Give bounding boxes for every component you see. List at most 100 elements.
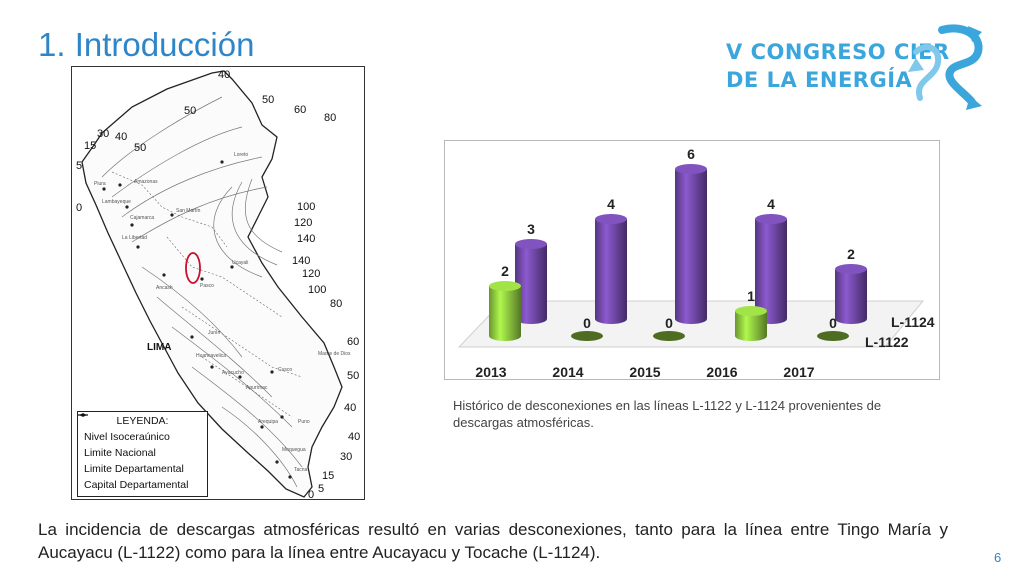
city-label: Puno bbox=[298, 419, 310, 425]
city-label: Cusco bbox=[278, 367, 293, 373]
category-tick-label: 2013 bbox=[475, 364, 506, 380]
isoline-label: 80 bbox=[324, 112, 337, 124]
legend-item: Limite Nacional bbox=[78, 414, 201, 461]
legend-item-label: Limite Departamental bbox=[84, 463, 184, 475]
map-legend: LEYENDA: Nivel Isoceraúnico Limite Nacio… bbox=[77, 411, 208, 497]
series-l1124-bar-top bbox=[755, 214, 787, 224]
isoline-label: 30 bbox=[97, 128, 110, 140]
isoline-label: 60 bbox=[347, 336, 360, 348]
city-label: Cajamarca bbox=[130, 215, 155, 221]
isoline-label: 0 bbox=[76, 202, 83, 214]
isoline-label: 0 bbox=[308, 489, 315, 500]
category-tick-label: 2015 bbox=[629, 364, 660, 380]
city-label: Amazonas bbox=[134, 179, 158, 185]
legend-item: Limite Departamental bbox=[78, 414, 201, 477]
isoline-label: 40 bbox=[344, 402, 357, 414]
city-label: Arequipa bbox=[258, 419, 279, 425]
disconnections-chart: 3 4 6 4 2 2 0 0 1 0 2013 2014 2015 2016 2017 L-1124 L-11… bbox=[444, 140, 940, 380]
isoline-label: 120 bbox=[294, 217, 313, 229]
data-label: 4 bbox=[607, 196, 615, 212]
isoline-label: 50 bbox=[184, 105, 197, 117]
series-l1124-bar bbox=[835, 269, 867, 324]
logo-swirl-icon bbox=[908, 24, 983, 110]
series-l1124-bar-top bbox=[515, 239, 547, 249]
isoline-label: 80 bbox=[330, 298, 343, 310]
series-l1124-bar bbox=[755, 219, 787, 324]
series-l1122-bar bbox=[571, 331, 603, 341]
logo-line2: DE LA ENERGÍA bbox=[726, 68, 913, 92]
isoline-label: 50 bbox=[347, 370, 360, 382]
series-l1124-bar-top bbox=[595, 214, 627, 224]
city-label: Junín bbox=[208, 330, 221, 336]
data-label: 6 bbox=[687, 146, 695, 162]
chart-caption: Histórico de desconexiones en las líneas… bbox=[453, 398, 882, 430]
congress-logo: V CONGRESO CIER DE LA ENERGÍA bbox=[722, 22, 992, 114]
series-l1124-bar bbox=[595, 219, 627, 324]
data-label: 2 bbox=[501, 263, 509, 279]
isoline-label: 5 bbox=[318, 483, 325, 495]
city-label: San Martín bbox=[176, 208, 201, 214]
data-label: 3 bbox=[527, 221, 535, 237]
isoline-label: 40 bbox=[218, 69, 231, 81]
series-l1122-bar-top bbox=[735, 306, 767, 316]
study-area-highlight bbox=[185, 252, 201, 284]
city-label: Ancash bbox=[156, 285, 173, 291]
legend-item-label: Limite Nacional bbox=[84, 447, 156, 459]
city-label: Apurímac bbox=[246, 385, 268, 391]
category-tick-label: 2016 bbox=[706, 364, 737, 380]
lima-label: LIMA bbox=[147, 342, 172, 353]
legend-title: LEYENDA: bbox=[116, 415, 169, 427]
slide-title: 1. Introducción bbox=[38, 26, 255, 63]
city-label: Piura bbox=[94, 181, 106, 187]
series-l1124-bar bbox=[515, 244, 547, 324]
series-l1124-bar-top bbox=[835, 264, 867, 274]
chart-svg: 3 4 6 4 2 2 0 0 1 0 2013 2014 2015 2016 2017 L-1124 L-11… bbox=[457, 146, 935, 380]
dot-icon bbox=[81, 413, 85, 417]
city-label: Huancavelica bbox=[196, 353, 227, 359]
page-number: 6 bbox=[994, 550, 1002, 565]
series-l1122-bar bbox=[735, 311, 767, 341]
legend-item: Capital Departamental bbox=[81, 413, 201, 493]
series-l1122-bar bbox=[489, 286, 521, 341]
isoline-label: 15 bbox=[322, 470, 335, 482]
series-l1124-bar bbox=[675, 169, 707, 324]
isoline-label: 60 bbox=[294, 104, 307, 116]
city-label: Loreto bbox=[234, 152, 249, 158]
isoline-label: 50 bbox=[262, 94, 275, 106]
city-label: Tacna bbox=[294, 467, 308, 473]
isoline-label: 140 bbox=[297, 233, 316, 245]
isoline-label: 140 bbox=[292, 255, 311, 267]
city-label: La Libertad bbox=[122, 235, 148, 241]
isoline-label: 40 bbox=[348, 431, 361, 443]
city-label: Pasco bbox=[200, 283, 214, 289]
isoline-label: 30 bbox=[340, 451, 353, 463]
series-l1122-bar bbox=[653, 331, 685, 341]
isoline-label: 15 bbox=[84, 140, 97, 152]
city-label: Lambayeque bbox=[102, 199, 131, 205]
data-label: 1 bbox=[747, 288, 755, 304]
city-label: Madre de Dios bbox=[318, 351, 351, 357]
legend-item-label: Capital Departamental bbox=[84, 479, 189, 491]
city-label: Ayacucho bbox=[222, 370, 244, 376]
logo-line1: V CONGRESO CIER bbox=[726, 40, 950, 64]
isoline-label: 100 bbox=[297, 201, 316, 213]
category-tick-label: 2017 bbox=[783, 364, 814, 380]
data-label: 0 bbox=[583, 315, 591, 331]
series-l1122-bar bbox=[817, 331, 849, 341]
isokeraunic-map: 40 50 50 60 80 30 40 15 50 5 0 100 120 1… bbox=[71, 66, 365, 500]
category-tick-label: 2014 bbox=[552, 364, 583, 380]
series-label-l1122: L-1122 bbox=[865, 334, 909, 350]
series-l1124-bar-top bbox=[675, 164, 707, 174]
isoline-label: 5 bbox=[76, 160, 83, 172]
city-label: Ucayali bbox=[232, 260, 249, 266]
isoline-label: 50 bbox=[134, 142, 147, 154]
data-label: 0 bbox=[665, 315, 673, 331]
city-label: Moquegua bbox=[282, 447, 306, 453]
isoline-label: 120 bbox=[302, 268, 321, 280]
isoline-label: 100 bbox=[308, 284, 327, 296]
isoline-label: 40 bbox=[115, 131, 128, 143]
body-text: La incidencia de descargas atmosféricas … bbox=[38, 520, 948, 562]
legend-item-label: Nivel Isoceraúnico bbox=[84, 431, 170, 443]
series-label-l1124: L-1124 bbox=[891, 314, 935, 330]
peru-map-drawing bbox=[81, 70, 343, 498]
